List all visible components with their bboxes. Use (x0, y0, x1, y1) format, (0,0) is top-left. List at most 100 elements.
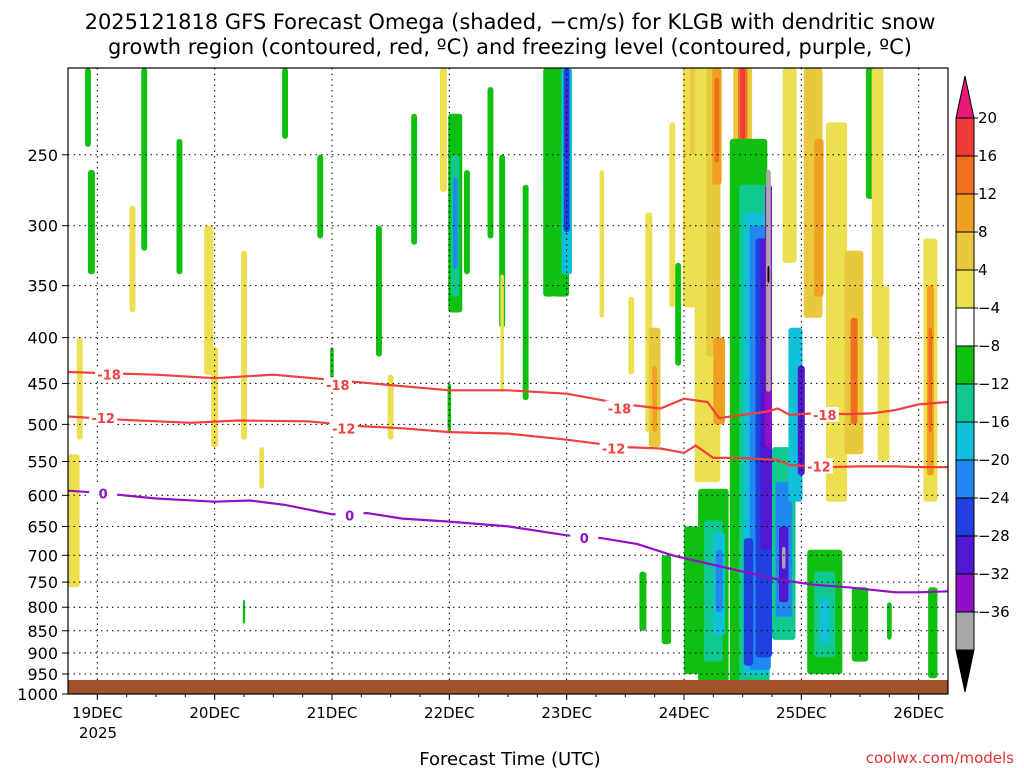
contour-label: -12 (602, 443, 626, 458)
colorbar-label: −20 (978, 451, 1010, 469)
omega-cell (565, 87, 568, 155)
omega-cell (129, 205, 136, 313)
colorbar-label: −24 (978, 489, 1010, 507)
y-tick-label: 750 (27, 573, 58, 592)
colorbar-segment (955, 459, 975, 499)
omega-cell (740, 68, 745, 139)
omega-cell (447, 383, 452, 433)
colorbar-label: −28 (978, 527, 1010, 545)
contour-label-bg (810, 406, 839, 422)
colorbar-segment (955, 383, 975, 423)
credit-link[interactable]: coolwx.com/models (866, 749, 1014, 767)
contour-label-bg (89, 410, 118, 426)
contour-label: 0 (99, 487, 108, 502)
colorbar-arrow-top (955, 75, 975, 119)
colorbar-label: −12 (978, 375, 1010, 393)
y-tick-label: 700 (27, 546, 58, 565)
contour-label-bg (599, 440, 628, 456)
y-tick-label: 800 (27, 598, 58, 617)
chart-title-line1: 2025121818 GFS Forecast Omega (shaded, −… (85, 10, 936, 34)
colorbar-segment (955, 421, 975, 461)
omega-cell (782, 546, 786, 569)
omega-cell (487, 87, 494, 239)
colorbar-segment (955, 497, 975, 537)
omega-cell (87, 170, 95, 275)
contour-label: -12 (332, 422, 356, 437)
omega-cell (820, 597, 830, 645)
y-tick-label: 950 (27, 665, 58, 684)
omega-cell (464, 170, 470, 275)
omega-cell (715, 549, 723, 613)
contour-label: -18 (813, 409, 837, 424)
omega-cell (241, 250, 247, 440)
x-axis: 19DEC 20DEC 21DEC 22DEC 23DEC 24DEC 25DEC 26DEC (72, 694, 944, 722)
x-axis-label: Forecast Time (UTC) (419, 749, 600, 768)
omega-cell (928, 327, 933, 433)
colorbar-label: −32 (978, 565, 1010, 583)
omega-cell (76, 337, 83, 440)
colorbar: 20 16 12 8 4 −4 −8 −12 −16 −20 −24 −28 −32 −36 (955, 75, 1010, 693)
y-tick-label: 550 (27, 452, 58, 471)
x-tick-label: 25DEC (776, 704, 827, 722)
colorbar-label: 4 (978, 261, 988, 279)
omega-cell (452, 177, 458, 269)
omega-cell (851, 587, 869, 662)
omega-cell (767, 265, 770, 283)
omega-cell (826, 122, 848, 502)
colorbar-label: −4 (978, 299, 1000, 317)
y-tick-label: 350 (27, 277, 58, 296)
colorbar-label: −36 (978, 603, 1010, 621)
contour-label-bg (89, 485, 118, 501)
contour-label-bg (335, 507, 364, 523)
contour-label: -18 (326, 379, 350, 394)
omega-cell (661, 555, 672, 645)
x-tick-label: 26DEC (893, 704, 944, 722)
colorbar-label: 20 (978, 109, 997, 127)
colorbar-segment (955, 193, 975, 233)
y-axis: 250 300 350 400 450 500 550 600 650 700 750 800 850 9… (17, 146, 68, 704)
x-tick-label: 19DEC (72, 704, 123, 722)
omega-cell (439, 68, 447, 192)
colorbar-segment (955, 155, 975, 195)
colorbar-segment (955, 117, 975, 157)
y-tick-label: 1000 (17, 685, 58, 704)
x-start-year: 2025 (79, 724, 117, 742)
contour-label-bg (804, 458, 833, 474)
omega-cell (743, 538, 754, 666)
x-tick-label: 20DEC (189, 704, 240, 722)
dgz-contour-line (67, 415, 948, 469)
colorbar-label: −16 (978, 413, 1010, 431)
omega-cell (628, 296, 635, 375)
plot-area: -18 -18 -18 -18 -12 -12 -12 -12 0 0 0 (67, 67, 949, 695)
contour-label-bg (570, 530, 599, 546)
omega-cell (928, 587, 938, 679)
y-tick-label: 900 (27, 644, 58, 663)
y-tick-label: 450 (27, 374, 58, 393)
omega-cell (877, 285, 890, 462)
y-tick-label: 650 (27, 517, 58, 536)
omega-cell (500, 274, 504, 392)
omega-cell (259, 447, 264, 489)
colorbar-segment (955, 535, 975, 575)
omega-cell (543, 68, 555, 297)
colorbar-label: 16 (978, 147, 997, 165)
omega-cell (714, 77, 720, 163)
contour-label: -12 (807, 460, 831, 475)
colorbar-segment (955, 269, 975, 309)
omega-cell (713, 337, 725, 425)
omega-cell (68, 454, 80, 588)
colorbar-segment (955, 611, 975, 651)
contour-label: -12 (91, 412, 115, 427)
omega-cell (522, 184, 529, 401)
colorbar-label: 8 (978, 223, 988, 241)
omega-cell (282, 68, 288, 139)
omega-cell (782, 68, 797, 263)
omega-cell (871, 68, 884, 338)
y-tick-label: 400 (27, 329, 58, 348)
omega-shading (68, 68, 938, 694)
omega-cell (887, 602, 892, 640)
omega-cell (675, 262, 682, 366)
y-tick-label: 500 (27, 415, 58, 434)
y-tick-label: 850 (27, 622, 58, 641)
